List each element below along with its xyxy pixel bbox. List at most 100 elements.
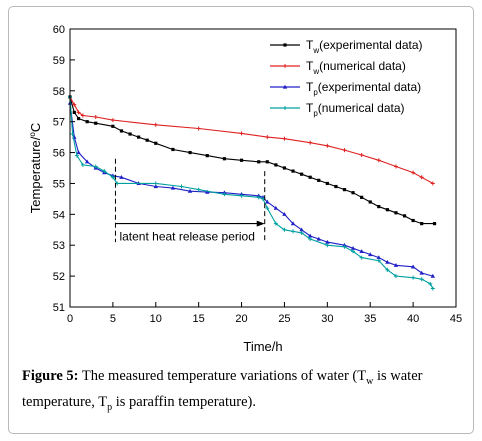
y-tick-label: 55 (53, 178, 65, 190)
x-tick-label: 25 (278, 313, 290, 325)
caption-label: Figure 5: (22, 368, 79, 384)
data-point-tw-num (308, 140, 313, 145)
data-point-tw-exp (308, 175, 312, 179)
series-tw-exp (68, 95, 437, 226)
caption-text-2: is water temperature, T (22, 368, 423, 410)
data-point-tp-num (282, 227, 287, 232)
data-point-tp-exp (265, 199, 270, 204)
data-point-tp-num (428, 281, 433, 286)
data-point-tp-num (359, 255, 364, 260)
y-axis-title-unit: C (28, 123, 43, 132)
data-point-tw-num (376, 158, 381, 163)
data-point-tw-exp (72, 110, 76, 114)
series-tw-num (68, 94, 435, 186)
data-point-tp-num (80, 162, 85, 167)
data-point-tw-num (110, 118, 115, 123)
data-point-tp-exp (316, 236, 321, 241)
axis-ticks: 0 5 10 15 20 25 30 35 40 45 51 52 53 54 55 56 57 58 59 60 (53, 24, 462, 325)
data-point-tp-exp (385, 259, 390, 264)
data-point-tp-exp (368, 252, 373, 257)
data-point-tw-exp (137, 135, 141, 139)
data-point-tp-exp (430, 273, 436, 278)
data-point-tw-exp (76, 116, 81, 121)
data-point-tp-num (239, 193, 244, 198)
legend-label-base: T (306, 101, 314, 115)
y-axis-title: Temperature/oC (28, 123, 43, 213)
figure-frame (8, 6, 474, 434)
data-point-tp-num (179, 184, 184, 189)
data-point-tp-exp (359, 249, 364, 253)
data-point-tw-exp (205, 154, 209, 158)
y-tick-label: 52 (53, 271, 65, 283)
y-tick-label: 51 (53, 302, 65, 314)
data-point-tp-exp (307, 233, 313, 238)
data-point-tp-exp (84, 159, 90, 164)
data-point-tp-num (222, 192, 227, 197)
data-point-tw-exp (360, 195, 364, 199)
legend-marker (283, 64, 287, 68)
legend-label-base: T (306, 80, 314, 94)
series-tp-exp (67, 100, 436, 278)
data-point-tp-num (74, 153, 79, 158)
data-point-tw-num (80, 113, 85, 118)
legend-label-name: (experimental data) (319, 38, 422, 52)
series-tp-num (68, 94, 435, 291)
data-point-tw-num (282, 136, 287, 141)
data-point-tp-num (351, 249, 356, 254)
line-chart: 0 5 10 15 20 25 30 35 40 45 51 52 53 54 55 56 57 58 59 60 l… (28, 24, 462, 354)
legend-label-sub: w (312, 67, 319, 76)
data-point-tw-num (265, 135, 270, 140)
data-point-tw-exp (300, 172, 304, 176)
data-point-tp-exp (290, 221, 296, 226)
caption-sub-2: p (107, 401, 113, 413)
data-point-tw-exp (171, 147, 175, 152)
legend-label: Tw(experimental data) (306, 38, 423, 55)
data-point-tw-num (342, 148, 347, 153)
data-point-tw-num (411, 170, 416, 175)
legend-label: Tp(experimental data) (306, 80, 421, 97)
data-point-tw-exp (325, 181, 329, 186)
legend-marker (283, 106, 287, 110)
legend-item-tp-num: Tp(numerical data) (270, 101, 405, 118)
legend-item-tw-num: Tw(numerical data) (270, 59, 406, 76)
y-axis-title-main: Temperature/ (28, 136, 43, 213)
data-point-tw-num (359, 153, 364, 158)
annotation-label: latent heat release period (119, 230, 254, 244)
data-point-tp-num (308, 237, 313, 242)
data-point-tp-exp (76, 150, 81, 155)
data-point-tw-num (93, 115, 98, 120)
data-point-tp-num (265, 206, 270, 211)
y-axis-title-sup: o (28, 132, 37, 137)
legend-marker (282, 84, 288, 89)
legend-item-tw-exp: Tw(experimental data) (270, 38, 423, 55)
legend: Tw(experimental data)Tw(numerical data)T… (270, 38, 423, 118)
data-point-tp-exp (187, 188, 193, 193)
y-tick-label: 53 (53, 240, 65, 252)
data-point-tw-exp (282, 166, 287, 170)
series-line-tp-exp (69, 103, 433, 277)
y-tick-label: 58 (53, 86, 65, 98)
data-point-tp-exp (376, 255, 381, 260)
legend-label: Tp(numerical data) (306, 101, 405, 118)
data-point-tp-num (273, 221, 278, 226)
data-point-tp-exp (299, 227, 304, 232)
caption-sub-1: w (366, 375, 374, 387)
legend-label-sub: w (312, 46, 319, 55)
data-point-tw-exp (402, 214, 407, 218)
data-point-tp-num (70, 132, 75, 137)
data-point-tw-exp (119, 129, 124, 133)
legend-label-name: (numerical data) (319, 59, 406, 73)
data-point-tw-num (325, 143, 330, 148)
data-point-tw-num (196, 126, 201, 131)
legend-label-base: T (306, 59, 314, 73)
data-point-tw-num (430, 181, 435, 186)
data-point-tp-num (196, 187, 201, 192)
x-tick-label: 5 (110, 313, 116, 325)
data-point-tw-num (239, 131, 244, 136)
y-tick-label: 59 (53, 55, 65, 67)
data-point-tw-exp (317, 178, 321, 182)
caption-text-3: is paraffin temperature). (112, 393, 256, 410)
y-tick-label: 54 (53, 209, 65, 221)
data-point-tp-num (291, 229, 296, 234)
caption-text-1: The measured temperature variations of w… (78, 368, 367, 384)
